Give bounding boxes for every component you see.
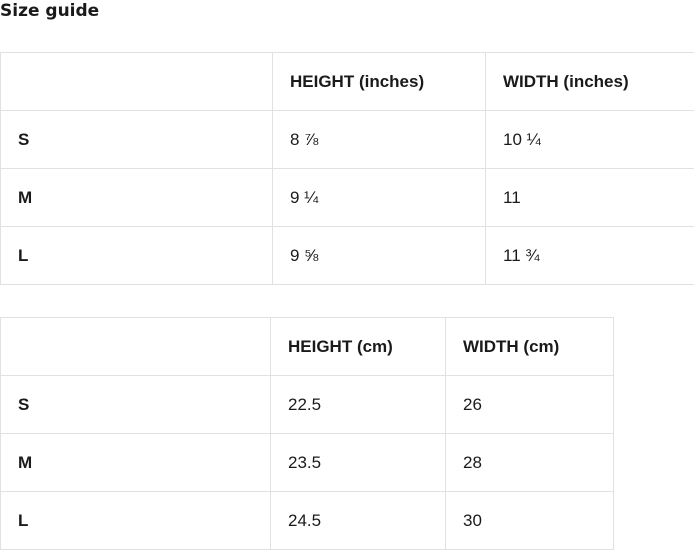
size-value-height-m-cm: 23.5 <box>270 433 446 492</box>
row-label-m: M <box>0 433 271 492</box>
size-value-height-m-inches: 9 ¼ <box>272 168 486 227</box>
table-row-s: S 22.5 26 <box>0 375 614 434</box>
size-guide-title: Size guide <box>0 1 100 21</box>
table-row-m: M 23.5 28 <box>0 433 614 492</box>
column-header-width-inches: WIDTH (inches) <box>485 52 694 111</box>
empty-corner-cell <box>0 52 273 111</box>
size-table-cm: HEIGHT (cm) WIDTH (cm) S 22.5 26 M 23.5 … <box>0 317 614 550</box>
table-header-row: HEIGHT (inches) WIDTH (inches) <box>0 52 694 111</box>
size-value-width-l-inches: 11 ¾ <box>485 226 694 285</box>
table-header-row: HEIGHT (cm) WIDTH (cm) <box>0 317 614 376</box>
row-label-s: S <box>0 110 273 169</box>
row-label-l: L <box>0 226 273 285</box>
table-row-l: L 24.5 30 <box>0 491 614 550</box>
column-header-height-inches: HEIGHT (inches) <box>272 52 486 111</box>
table-row-s: S 8 ⅞ 10 ¼ <box>0 110 694 169</box>
size-table-inches: HEIGHT (inches) WIDTH (inches) S 8 ⅞ 10 … <box>0 52 694 285</box>
size-value-width-m-inches: 11 <box>485 168 694 227</box>
empty-corner-cell <box>0 317 271 376</box>
row-label-s: S <box>0 375 271 434</box>
size-value-width-l-cm: 30 <box>445 491 614 550</box>
size-value-width-s-cm: 26 <box>445 375 614 434</box>
row-label-l: L <box>0 491 271 550</box>
size-value-width-s-inches: 10 ¼ <box>485 110 694 169</box>
size-value-height-l-inches: 9 ⅝ <box>272 226 486 285</box>
size-value-height-s-inches: 8 ⅞ <box>272 110 486 169</box>
column-header-width-cm: WIDTH (cm) <box>445 317 614 376</box>
size-value-height-s-cm: 22.5 <box>270 375 446 434</box>
table-row-m: M 9 ¼ 11 <box>0 168 694 227</box>
table-row-l: L 9 ⅝ 11 ¾ <box>0 226 694 285</box>
size-value-height-l-cm: 24.5 <box>270 491 446 550</box>
row-label-m: M <box>0 168 273 227</box>
size-value-width-m-cm: 28 <box>445 433 614 492</box>
column-header-height-cm: HEIGHT (cm) <box>270 317 446 376</box>
